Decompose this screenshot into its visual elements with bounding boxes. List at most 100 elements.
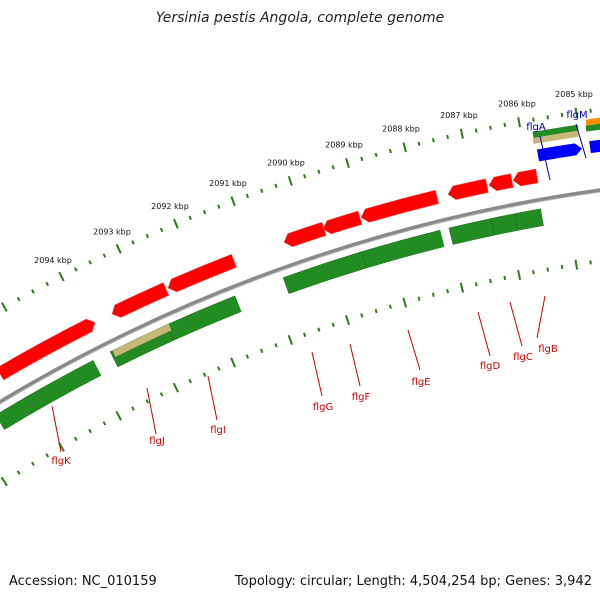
callout-line xyxy=(311,351,323,397)
inner-tick-minor xyxy=(589,260,592,265)
inner-tick-major xyxy=(459,282,465,293)
gene-label[interactable]: flgB xyxy=(538,344,558,355)
outer-tick-minor xyxy=(303,174,307,179)
inner-tick-minor xyxy=(88,428,92,434)
gene-label[interactable]: flgE xyxy=(412,377,431,388)
inner-tick-major xyxy=(115,410,122,421)
outer-tick-minor xyxy=(388,148,392,154)
cds-khaki xyxy=(532,130,579,145)
outer-tick-major xyxy=(345,157,350,169)
kbp-label: 2093 kbp xyxy=(93,227,131,236)
inner-tick-major xyxy=(402,297,408,308)
inner-tick-major xyxy=(287,334,293,345)
outer-tick-minor xyxy=(532,117,535,122)
cds-green xyxy=(532,124,579,138)
gene-label[interactable]: flgG xyxy=(313,402,333,413)
callout-line xyxy=(539,135,551,181)
cds-blue xyxy=(589,139,600,154)
outer-tick-minor xyxy=(74,267,78,272)
inner-tick-minor xyxy=(503,275,507,281)
inner-tick-major xyxy=(517,269,522,281)
outer-tick-minor xyxy=(546,115,550,120)
cds-green xyxy=(166,295,242,341)
inner-tick-major xyxy=(574,259,579,270)
gene-label[interactable]: flgM xyxy=(566,110,587,121)
outer-tick-minor xyxy=(274,183,278,189)
outer-tick-minor xyxy=(474,128,478,133)
cds-red xyxy=(488,173,514,192)
outer-tick-minor xyxy=(202,209,207,215)
cds-red xyxy=(111,282,170,318)
inner-tick-minor xyxy=(474,282,478,287)
genome-backbone xyxy=(0,188,600,405)
inner-tick-minor xyxy=(217,366,221,371)
outer-tick-minor xyxy=(589,108,592,113)
inner-tick-minor xyxy=(274,343,278,348)
outer-tick-minor xyxy=(217,204,221,209)
kbp-label: 2092 kbp xyxy=(151,202,189,211)
gene-label[interactable]: flgF xyxy=(352,392,371,403)
inner-tick-minor xyxy=(331,322,335,327)
outer-tick-major xyxy=(574,107,579,118)
cds-khaki xyxy=(112,323,172,357)
cds-green xyxy=(514,208,544,231)
outer-tick-major xyxy=(115,243,122,254)
outer-tick-minor xyxy=(489,125,492,130)
accession-text: Accession: NC_010159 xyxy=(9,574,157,589)
inner-tick-minor xyxy=(532,270,535,275)
inner-tick-minor xyxy=(159,392,164,397)
inner-tick-minor xyxy=(388,304,392,309)
inner-tick-minor xyxy=(31,461,35,467)
outer-tick-major xyxy=(517,117,521,128)
inner-tick-minor xyxy=(260,348,264,354)
outer-tick-major xyxy=(230,196,236,207)
kbp-label: 2089 kbp xyxy=(325,140,363,149)
outer-tick-minor xyxy=(560,112,564,118)
cds-red xyxy=(0,318,96,381)
inner-tick-minor xyxy=(302,332,307,337)
outer-tick-minor xyxy=(417,141,421,146)
gene-label[interactable]: flgA xyxy=(526,122,546,133)
kbp-label: 2087 kbp xyxy=(440,111,478,120)
inner-tick-ring xyxy=(0,259,592,487)
cds-red xyxy=(283,221,327,248)
cds-green xyxy=(361,229,445,269)
cds-red xyxy=(167,253,237,293)
cds-red xyxy=(322,210,363,235)
inner-tick-minor xyxy=(560,264,564,270)
outer-tick-minor xyxy=(159,227,164,233)
kbp-label: 2091 kbp xyxy=(209,179,247,188)
inner-tick-minor xyxy=(431,292,435,298)
cds-blue xyxy=(536,143,582,162)
gene-label[interactable]: flgD xyxy=(480,361,501,372)
outer-tick-minor xyxy=(31,289,35,294)
outer-tick-major xyxy=(173,218,179,229)
map-title: Yersinia pestis Angola, complete genome xyxy=(155,10,445,26)
inner-tick-minor xyxy=(417,296,421,301)
gene-label[interactable]: flgC xyxy=(513,352,533,363)
inner-tick-major xyxy=(172,382,179,393)
outer-tick-major xyxy=(58,271,65,282)
gene-label[interactable]: flgJ xyxy=(149,436,165,447)
outer-tick-minor xyxy=(374,152,378,158)
outer-tick-minor xyxy=(431,138,435,143)
callout-line xyxy=(207,375,218,421)
kbp-label: 2094 kbp xyxy=(34,256,72,265)
gene-label[interactable]: flgK xyxy=(51,456,71,467)
gene-callouts: flgM flgA flgB flgC flgD flgE flgF flgG flgI flgJ… xyxy=(51,110,587,467)
outer-tick-minor xyxy=(16,296,21,302)
callout-line xyxy=(146,387,157,435)
outer-tick-minor xyxy=(260,188,264,194)
inner-tick-minor xyxy=(45,453,50,458)
inner-tick-minor xyxy=(374,308,378,314)
callout-line xyxy=(509,301,523,347)
callout-line xyxy=(407,329,421,371)
cds-green xyxy=(448,218,496,245)
outer-tick-minor xyxy=(245,193,250,199)
inner-tick-major xyxy=(345,314,350,326)
cds-red xyxy=(512,168,539,187)
cds-green xyxy=(585,123,600,132)
inner-tick-minor xyxy=(489,278,492,284)
gene-label[interactable]: flgI xyxy=(210,425,226,436)
